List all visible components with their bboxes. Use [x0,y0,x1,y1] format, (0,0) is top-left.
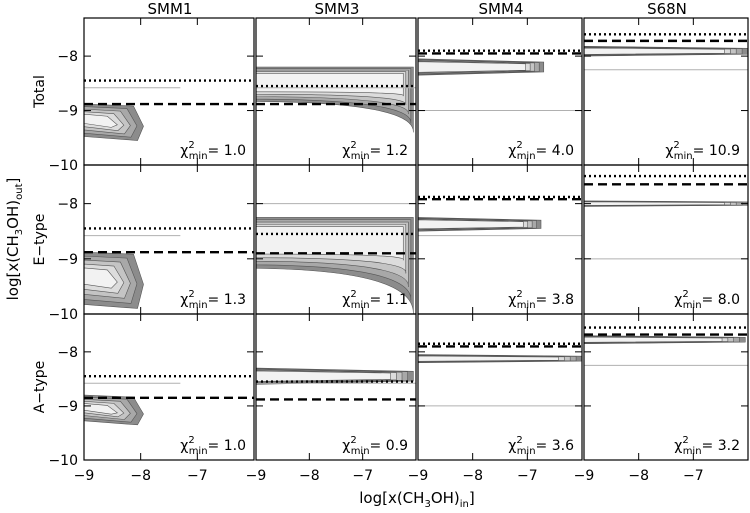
contour-0-level-4 [84,403,119,415]
chi2-value: 3.2 [718,438,740,454]
labels-layer: SMM1 SMM3 SMM4 S68NTotalE−typeA−type−10−9−8… [4,0,704,510]
chi2-value: 1.0 [224,143,246,159]
y-tick-label: −8 [57,345,78,361]
x-tick-label: −7 [517,468,538,484]
chi2-value: 1.0 [224,438,246,454]
column-title-s68n: S68N [647,0,687,18]
panel-frame [255,313,417,461]
panel-0-2: χ2 min= 4.0 [417,17,583,166]
panel-frame [83,313,255,461]
panel-0-1: χ2 min= 1.2 [255,17,417,166]
chi2-min-label: χ2 min= 3.6 [508,435,574,457]
panel-1-1: χ2 min= 1.1 [255,164,417,315]
chi2-value: 10.9 [709,143,740,159]
chi2-value: 3.8 [552,292,574,308]
panel-frame [417,313,583,461]
y-axis-title: log[x(CH3OH)out] [4,178,25,301]
contour-0-level-4 [256,370,391,382]
chi2-value: 1.2 [386,143,408,159]
x-tick-label: −7 [683,468,704,484]
chi2-min-label: χ2 min= 1.0 [180,435,246,457]
x-tick-label: −9 [246,468,267,484]
chi2-min-label: χ2 min= 1.3 [180,289,246,311]
x-tick-label: −9 [408,468,429,484]
contour-0-level-4 [84,267,118,289]
chi2-min-label: χ2 min= 1.2 [342,140,408,162]
row-label-2: A−type [32,361,48,414]
y-tick-label: −9 [57,252,78,268]
y-tick-label: −9 [57,104,78,120]
chi2-min-label: χ2 min= 0.9 [342,435,408,457]
column-title-smm1: SMM1 [148,0,193,18]
row-label-0: Total [32,75,48,109]
x-tick-label: −8 [628,468,649,484]
contour-0-level-4 [418,61,526,73]
contour-0-level-4 [418,355,559,362]
panel-0-0: χ2 min= 1.0 [83,17,255,166]
row-label-1: E−type [32,214,48,266]
chi2-value: 8.0 [718,292,740,308]
panel-2-2: χ2 min= 3.6 [417,313,583,461]
contour-0-level-4 [418,219,524,230]
column-title-smm3: SMM3 [315,0,360,18]
panel-1-2: χ2 min= 3.8 [417,164,583,315]
y-tick-label: −10 [48,158,78,174]
chi2-min-label: χ2 min= 4.0 [508,140,574,162]
contour-0-level-4 [256,72,404,97]
chi2-min-label: χ2 min= 1.0 [180,140,246,162]
panels-layer: χ2 min= 1.0 χ2 min= 1.2 χ2 min= 4.0 χ2 min= 10.… [83,17,749,461]
chi2-min-label: χ2 min= 8.0 [674,289,740,311]
panel-2-1: χ2 min= 0.9 [255,313,417,461]
y-tick-label: −9 [57,399,78,415]
x-tick-label: −7 [187,468,208,484]
x-axis-title: log[x(CH3OH)in] [359,489,475,510]
panel-2-3: χ2 min= 3.2 [583,313,749,461]
contour-0-level-4 [584,47,725,55]
x-tick-label: −9 [574,468,595,484]
x-tick-label: −8 [462,468,483,484]
contour-0-level-4 [584,336,723,343]
panel-1-0: χ2 min= 1.3 [83,164,255,315]
x-tick-label: −8 [130,468,151,484]
x-tick-label: −8 [299,468,320,484]
y-tick-label: −8 [57,49,78,65]
chi2-min-label: χ2 min= 10.9 [665,140,740,162]
y-tick-label: −10 [48,307,78,323]
x-tick-label: −9 [74,468,95,484]
chi2-value: 3.6 [552,438,574,454]
chi2-value: 0.9 [386,438,408,454]
panel-1-3: χ2 min= 8.0 [583,164,749,315]
x-tick-label: −7 [352,468,373,484]
panel-0-3: χ2 min= 10.9 [583,17,749,166]
contour-0-level-4 [584,201,725,206]
contour-0-level-4 [84,113,118,128]
chi2-value: 1.1 [386,292,408,308]
column-title-smm4: SMM4 [479,0,524,18]
y-tick-label: −10 [48,453,78,469]
chi2-min-label: χ2 min= 3.8 [508,289,574,311]
y-tick-label: −8 [57,197,78,213]
chi2-min-label: χ2 min= 3.2 [674,435,740,457]
chi2-value: 1.3 [224,292,246,308]
chi2-min-label: χ2 min= 1.1 [342,289,408,311]
chi2-value: 4.0 [552,143,574,159]
panel-frame [583,313,749,461]
panel-2-0: χ2 min= 1.0 [83,313,255,461]
